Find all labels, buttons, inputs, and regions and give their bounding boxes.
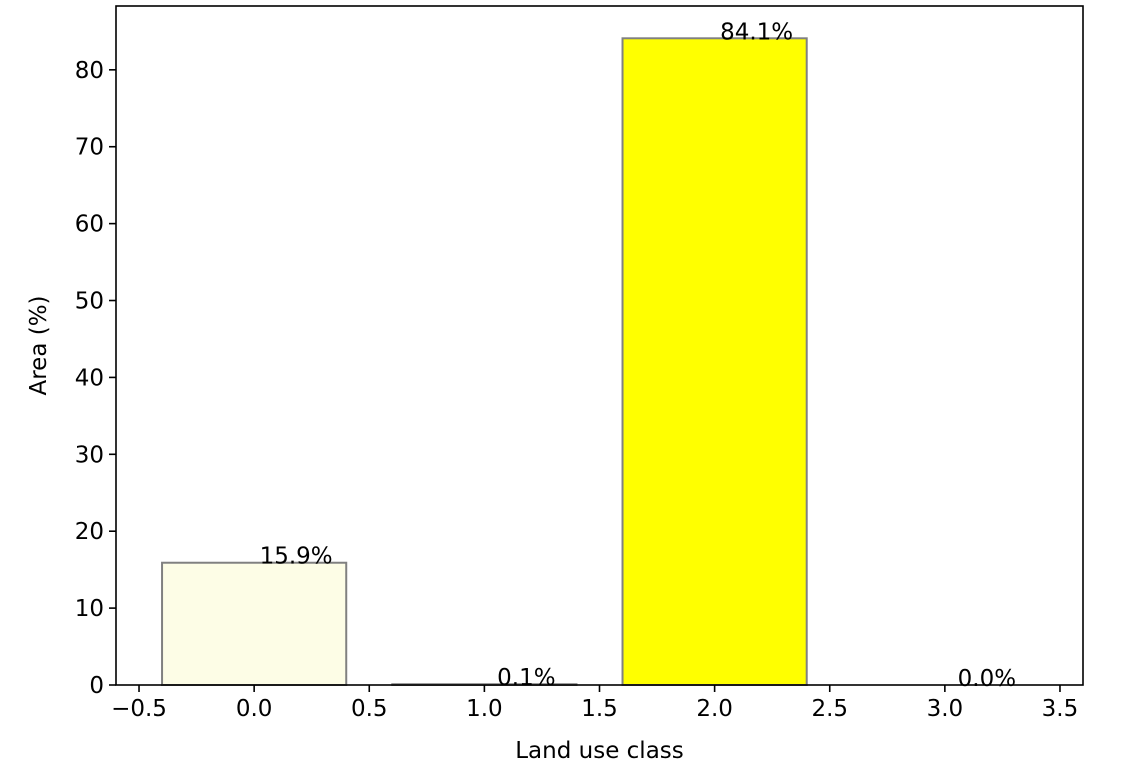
data-label-3: 0.0% <box>958 666 1016 692</box>
y-tick-label: 80 <box>75 58 104 84</box>
y-axis: 0 10 20 30 40 50 60 70 80 <box>75 58 116 699</box>
y-tick-label: 70 <box>75 135 104 161</box>
bar-0 <box>161 561 348 687</box>
data-label-1: 0.1% <box>497 665 555 691</box>
x-tick-label: 0.0 <box>236 696 273 722</box>
x-tick-label: 0.5 <box>351 696 388 722</box>
data-label-0: 15.9% <box>260 544 333 570</box>
x-axis: −0.5 0.0 0.5 1.0 1.5 2.0 2.5 3.0 3.5 <box>111 685 1078 722</box>
x-tick-label: 3.5 <box>1042 696 1079 722</box>
y-tick-label: 0 <box>89 673 104 699</box>
x-axis-label: Land use class <box>515 738 684 764</box>
x-tick-label: 3.0 <box>927 696 964 722</box>
x-tick-label: 1.0 <box>466 696 503 722</box>
data-label-2: 84.1% <box>720 19 793 45</box>
x-tick-label: −0.5 <box>111 696 167 722</box>
y-tick-label: 60 <box>75 212 104 238</box>
data-labels-layer: 15.9% 0.1% 84.1% 0.0% <box>260 19 1016 692</box>
y-tick-label: 40 <box>75 365 104 391</box>
bar-2 <box>621 37 808 687</box>
x-tick-label: 2.0 <box>696 696 733 722</box>
y-axis-label: Area (%) <box>26 295 52 395</box>
y-tick-label: 20 <box>75 519 104 545</box>
y-tick-label: 50 <box>75 289 104 315</box>
x-tick-label: 2.5 <box>811 696 848 722</box>
bars-layer <box>161 37 808 687</box>
y-tick-label: 10 <box>75 596 104 622</box>
x-tick-label: 1.5 <box>581 696 618 722</box>
y-tick-label: 30 <box>75 442 104 468</box>
